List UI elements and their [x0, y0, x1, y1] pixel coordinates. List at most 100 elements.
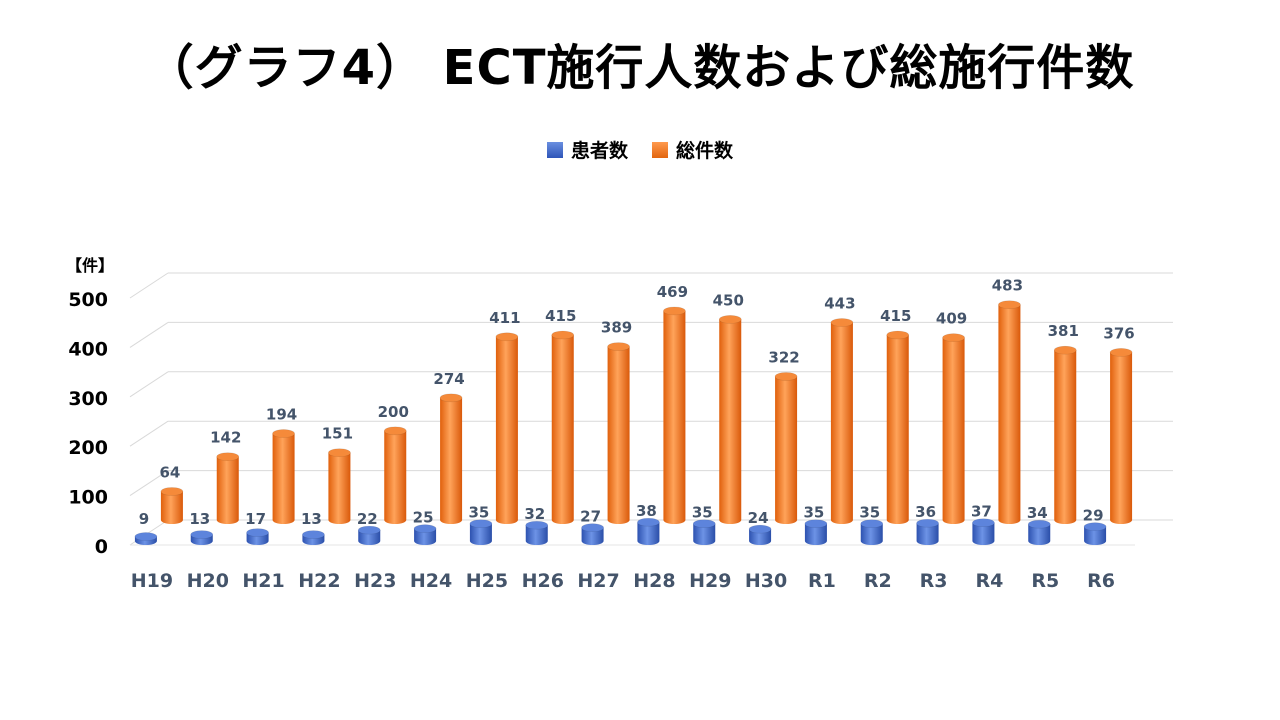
- bar-total: [942, 333, 965, 524]
- bar-patients: [972, 518, 995, 545]
- bar-total: [216, 452, 240, 524]
- data-label-patients: 35: [859, 504, 880, 522]
- bar-total: [1053, 345, 1077, 524]
- gridline-edge: [129, 420, 169, 447]
- x-tick-label: R5: [1031, 570, 1059, 592]
- data-label-total: 443: [824, 295, 855, 313]
- x-tick-label: H20: [187, 570, 229, 592]
- bar-total: [718, 315, 742, 524]
- x-tick-label: H21: [242, 570, 284, 592]
- x-tick-label: H25: [466, 570, 508, 592]
- x-tick-label: H30: [745, 570, 787, 592]
- chart-title: （グラフ4） ECT施行人数および総施行件数: [145, 40, 1135, 96]
- data-label-total: 322: [768, 348, 799, 366]
- bar-total: [383, 426, 407, 524]
- bar-patients: [190, 530, 214, 545]
- data-label-patients: 22: [357, 510, 378, 528]
- bar-total: [607, 342, 630, 524]
- legend-item-patients: 患者数: [546, 136, 628, 163]
- y-tick-label: 0: [95, 536, 108, 558]
- bar-patients: [1083, 522, 1107, 545]
- x-tick-label: H28: [633, 570, 675, 592]
- bar-patients: [692, 519, 716, 545]
- x-tick-label: R2: [864, 570, 892, 592]
- bar-patients: [637, 517, 660, 545]
- data-label-total: 415: [545, 307, 576, 325]
- data-label-total: 450: [713, 291, 744, 309]
- data-label-total: 409: [936, 310, 967, 328]
- legend-item-total: 総件数: [652, 136, 733, 163]
- bar-patients: [469, 519, 493, 545]
- bar-patients: [804, 519, 828, 545]
- gridline-edge: [129, 321, 169, 348]
- data-label-patients: 32: [524, 505, 545, 523]
- x-tick-label: H22: [298, 570, 340, 592]
- y-tick-label: 400: [68, 338, 108, 360]
- x-tick-label: H29: [689, 570, 731, 592]
- x-tick-label: R6: [1087, 570, 1115, 592]
- bar-patients: [860, 519, 884, 545]
- data-label-patients: 13: [189, 510, 210, 528]
- x-tick-label: H27: [577, 570, 619, 592]
- data-label-total: 411: [489, 309, 520, 327]
- data-label-patients: 9: [139, 510, 149, 528]
- legend-label-total: 総件数: [676, 140, 734, 162]
- bar-patients: [748, 524, 772, 545]
- data-label-total: 274: [433, 370, 464, 388]
- legend-swatch-patients: [546, 141, 563, 158]
- x-tick-label: H26: [522, 570, 564, 592]
- bar-patients: [581, 523, 604, 545]
- bar-patients: [357, 525, 381, 545]
- bar-total: [439, 393, 463, 524]
- bar-total: [998, 300, 1021, 524]
- legend-label-patients: 患者数: [570, 140, 628, 162]
- data-label-patients: 27: [580, 508, 601, 526]
- x-tick-label: R4: [975, 570, 1003, 592]
- data-label-total: 64: [159, 463, 180, 481]
- bar-patients: [134, 532, 158, 545]
- data-label-patients: 36: [915, 503, 936, 521]
- bar-total: [830, 318, 854, 524]
- y-axis-label: 【件】: [66, 256, 114, 275]
- data-label-patients: 38: [636, 502, 657, 520]
- x-tick-label: R3: [920, 570, 948, 592]
- bar-total: [495, 332, 519, 524]
- data-label-patients: 35: [803, 504, 824, 522]
- data-label-total: 151: [322, 425, 353, 443]
- bar-total: [160, 487, 184, 524]
- data-label-patients: 35: [468, 504, 489, 522]
- bar-patients: [525, 520, 549, 545]
- bar-patients: [1027, 519, 1051, 545]
- x-tick-label: H19: [131, 570, 173, 592]
- data-label-total: 142: [210, 429, 241, 447]
- data-label-patients: 35: [692, 504, 713, 522]
- y-tick-label: 500: [68, 289, 108, 311]
- data-label-patients: 37: [971, 503, 992, 521]
- data-label-patients: 25: [413, 509, 434, 527]
- data-label-total: 376: [1103, 324, 1134, 342]
- bar-total: [328, 448, 351, 524]
- data-label-total: 389: [601, 319, 632, 337]
- bar-patients: [413, 524, 437, 545]
- bar-patients: [916, 518, 939, 545]
- data-label-total: 483: [992, 277, 1023, 295]
- bar-total: [886, 330, 910, 524]
- x-tick-label: H23: [354, 570, 396, 592]
- y-tick-label: 100: [68, 487, 108, 509]
- data-label-total: 194: [266, 406, 297, 424]
- x-tick-label: H24: [410, 570, 452, 592]
- gridline-edge: [129, 470, 169, 497]
- bar-total: [551, 330, 575, 524]
- data-label-total: 381: [1048, 322, 1079, 340]
- bar-total: [774, 372, 798, 524]
- bar-patients: [302, 530, 325, 545]
- bar-patients: [246, 528, 269, 545]
- data-label-patients: 29: [1083, 507, 1104, 525]
- y-tick-label: 200: [68, 437, 108, 459]
- data-label-patients: 17: [245, 510, 266, 528]
- bar-total: [1109, 348, 1133, 524]
- gridline-edge: [129, 272, 169, 299]
- bar-total: [663, 306, 686, 524]
- data-label-total: 415: [880, 307, 911, 325]
